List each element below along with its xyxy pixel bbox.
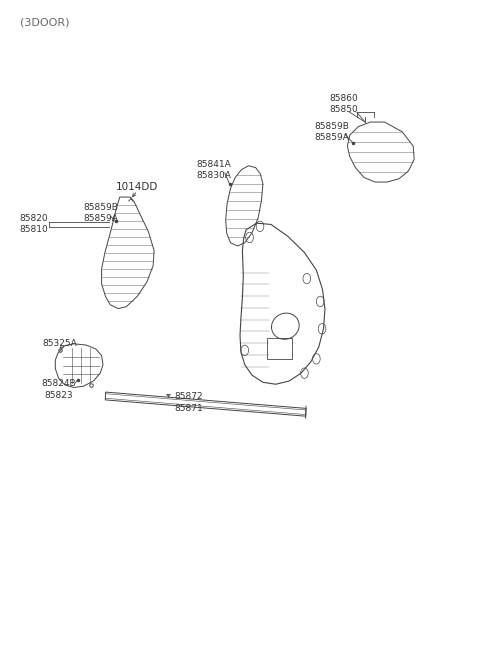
Text: 85859B
85859A: 85859B 85859A xyxy=(84,202,119,223)
Text: 85824B
85823: 85824B 85823 xyxy=(41,379,76,400)
Text: 1014DD: 1014DD xyxy=(116,182,158,193)
Text: 85860
85850: 85860 85850 xyxy=(329,94,358,115)
Text: 85859B
85859A: 85859B 85859A xyxy=(314,122,349,142)
Text: 85820
85810: 85820 85810 xyxy=(20,214,48,234)
Text: 85872
85871: 85872 85871 xyxy=(174,392,203,413)
Text: 85841A
85830A: 85841A 85830A xyxy=(196,160,231,179)
Text: 85325A: 85325A xyxy=(42,339,77,348)
Text: (3DOOR): (3DOOR) xyxy=(21,18,70,28)
